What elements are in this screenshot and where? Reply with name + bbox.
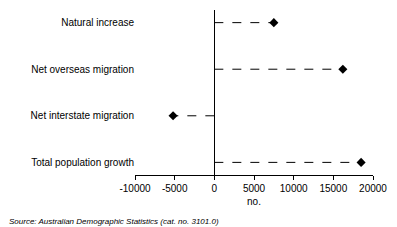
svg-text:Total population growth: Total population growth <box>31 157 134 168</box>
svg-text:10000: 10000 <box>280 183 308 194</box>
svg-text:20000: 20000 <box>359 183 387 194</box>
svg-text:-10000: -10000 <box>119 183 151 194</box>
svg-text:Natural increase: Natural increase <box>61 17 134 28</box>
svg-text:-5000: -5000 <box>162 183 188 194</box>
svg-text:Net interstate migration: Net interstate migration <box>31 110 134 121</box>
svg-text:no.: no. <box>247 196 261 207</box>
svg-text:15000: 15000 <box>319 183 347 194</box>
svg-text:5000: 5000 <box>243 183 266 194</box>
svg-text:Net overseas migration: Net overseas migration <box>31 64 134 75</box>
svg-text:Source: Australian Demographic: Source: Australian Demographic Statistic… <box>9 217 219 226</box>
svg-text:0: 0 <box>212 183 218 194</box>
